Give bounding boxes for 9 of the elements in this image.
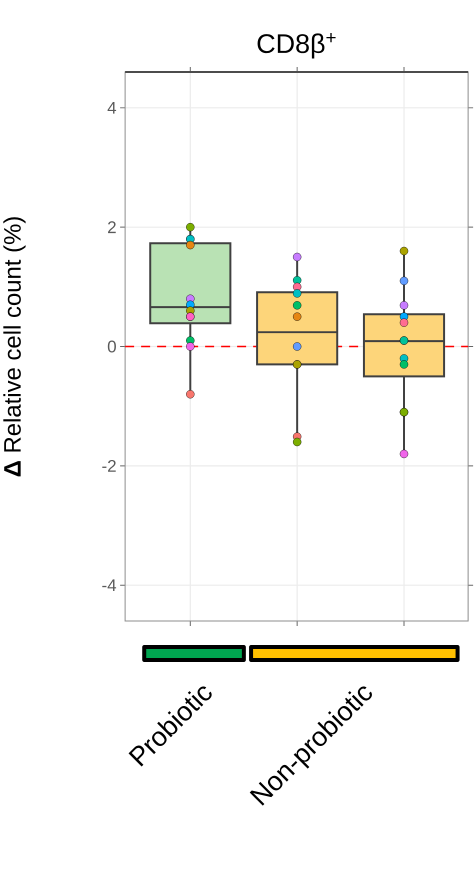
y-tick-label: -4 xyxy=(102,579,116,592)
point xyxy=(293,438,302,446)
y-tick-label: 2 xyxy=(108,221,116,234)
y-tick-label: 4 xyxy=(108,102,116,114)
y-tick-label: 0 xyxy=(108,340,116,353)
y-axis-title: Δ Relative cell count (%) xyxy=(4,217,26,476)
point xyxy=(400,450,408,458)
chart-title: CD8β$^{+}$ xyxy=(258,33,336,58)
y-tick-label: -2 xyxy=(102,460,116,472)
